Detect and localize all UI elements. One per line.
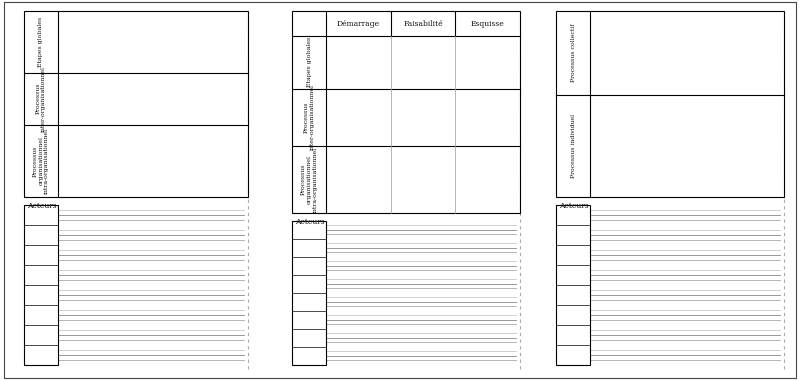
Text: Etapes globales: Etapes globales — [306, 37, 311, 87]
Text: Processus
inter-organisationnel: Processus inter-organisationnel — [35, 66, 46, 132]
Text: Processus
organisationnel
intra-organisationnel: Processus organisationnel intra-organisa… — [33, 128, 49, 194]
Text: Acteurs: Acteurs — [559, 202, 589, 210]
Text: Etapes globales: Etapes globales — [38, 17, 43, 67]
Text: Esquisse: Esquisse — [471, 19, 505, 27]
Text: Acteurs: Acteurs — [27, 202, 57, 210]
Text: Démarrage: Démarrage — [337, 19, 380, 27]
Text: Processus
organisationnel
intra-organisationnel: Processus organisationnel intra-organisa… — [301, 146, 318, 212]
Text: Processus individuel: Processus individuel — [570, 114, 576, 178]
Text: Processus collectif: Processus collectif — [570, 24, 576, 82]
Text: Faisabilité: Faisabilité — [403, 19, 443, 27]
Text: Processus
inter-organisationnel: Processus inter-organisationnel — [304, 84, 314, 150]
Text: Acteurs: Acteurs — [295, 218, 325, 226]
